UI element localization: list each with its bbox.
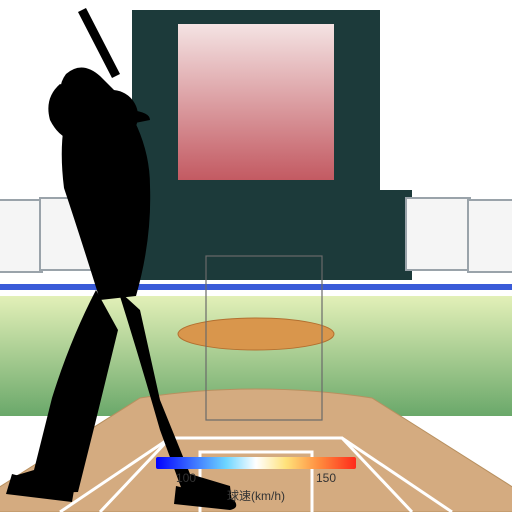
stadium-svg <box>0 0 512 512</box>
legend-ticks: 100 150 <box>156 471 356 485</box>
pitch-location-chart: 100 150 球速(km/h) <box>0 0 512 512</box>
legend-tick-min: 100 <box>176 471 196 485</box>
fence-line <box>0 290 512 294</box>
pitchers-mound <box>178 318 334 350</box>
legend-label: 球速(km/h) <box>156 487 356 504</box>
speed-legend: 100 150 球速(km/h) <box>156 457 356 504</box>
stadium-rail <box>0 284 512 290</box>
legend-tick-max: 150 <box>316 471 336 485</box>
legend-color-bar <box>156 457 356 469</box>
scoreboard-screen <box>178 24 334 180</box>
